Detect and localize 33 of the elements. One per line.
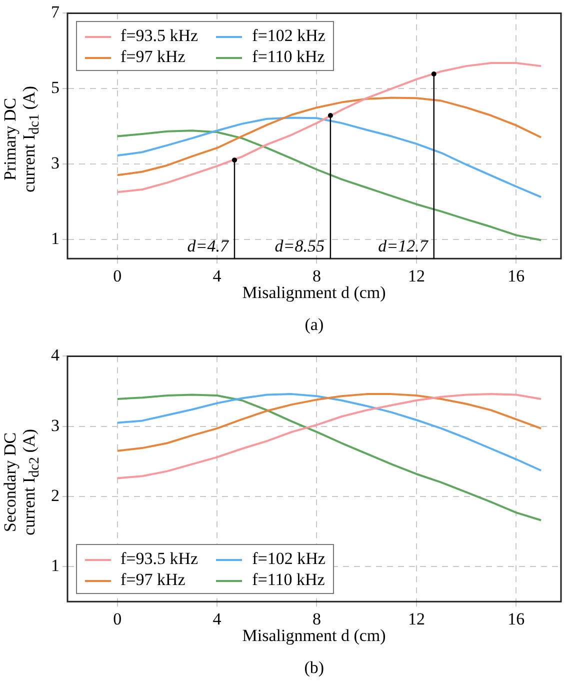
legend-label: f=97 kHz: [120, 47, 186, 66]
legend-label: f=110 kHz: [252, 570, 325, 589]
x-tick-label: 4: [212, 266, 222, 286]
y-tick-label: 2: [51, 486, 60, 505]
x-tick-label: 12: [408, 266, 425, 286]
legend-label: f=102 kHz: [252, 26, 326, 46]
legend-label: f=93.5 kHz: [120, 548, 198, 568]
x-tick-label: 8: [312, 609, 321, 628]
annotation: d=4.7: [187, 236, 230, 256]
y-tick-label: 1: [51, 556, 60, 576]
legend-label: f=97 kHz: [120, 570, 186, 589]
y-tick-label: 1: [51, 229, 60, 248]
x-tick-label: 4: [212, 609, 222, 628]
x-axis-title: Misalignment d (cm): [242, 626, 386, 646]
y-tick-label: 5: [51, 78, 60, 98]
x-tick-label: 16: [508, 609, 525, 628]
x-tick-label: 8: [312, 266, 321, 286]
text: (a): [304, 314, 324, 335]
legend-label: f=102 kHz: [252, 548, 326, 568]
y-tick-label: 7: [51, 2, 60, 22]
x-tick-label: 0: [113, 609, 122, 628]
annotation: d=8.55: [274, 236, 324, 256]
y-tick-label: 4: [51, 346, 60, 365]
x-tick-label: 12: [408, 609, 425, 628]
x-axis-title: Misalignment d (cm): [242, 282, 386, 303]
annotation: d=12.7: [378, 236, 430, 256]
x-tick-label: 16: [508, 266, 525, 286]
legend-label: f=110 kHz: [252, 47, 325, 66]
text: (b): [304, 658, 324, 678]
y-tick-label: 3: [51, 154, 60, 173]
legend-label: f=93.5 kHz: [120, 26, 198, 46]
x-tick-label: 0: [113, 266, 122, 286]
y-tick-label: 3: [51, 416, 60, 435]
